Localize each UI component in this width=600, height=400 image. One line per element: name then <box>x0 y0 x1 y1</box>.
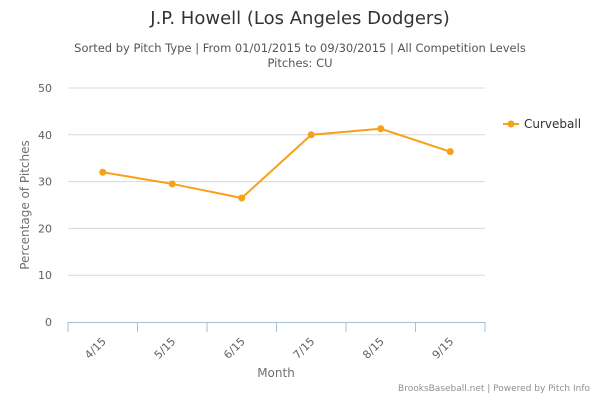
y-axis-ticks: 0 10 20 30 40 50 <box>38 82 52 329</box>
x-tick-label: 8/15 <box>360 335 387 362</box>
x-axis: 4/15 5/15 6/15 7/15 8/15 9/15 <box>67 322 486 362</box>
y-axis-title: Percentage of Pitches <box>18 140 32 270</box>
data-point <box>377 125 385 133</box>
y-tick-label: 10 <box>38 269 52 282</box>
data-point <box>238 194 246 202</box>
y-tick-label: 50 <box>38 82 52 95</box>
data-point <box>99 168 107 176</box>
gridlines <box>68 87 485 276</box>
credit-text: BrooksBaseball.net | Powered by Pitch In… <box>398 384 590 394</box>
y-tick-label: 20 <box>38 222 52 235</box>
chart-subtitle: Sorted by Pitch Type | From 01/01/2015 t… <box>0 41 600 71</box>
series-line <box>102 127 451 199</box>
y-tick-label: 40 <box>38 129 52 142</box>
x-tick-label: 9/15 <box>430 335 457 362</box>
x-tick-label: 4/15 <box>82 335 109 362</box>
data-point <box>307 131 315 139</box>
legend[interactable]: Curveball <box>503 117 581 131</box>
chart-title: J.P. Howell (Los Angeles Dodgers) <box>150 8 450 29</box>
series-curveball <box>99 125 454 202</box>
x-tick-label: 7/15 <box>291 335 318 362</box>
y-tick-label: 0 <box>45 316 52 329</box>
data-point <box>168 180 176 188</box>
y-tick-label: 30 <box>38 176 52 189</box>
x-tick-label: 5/15 <box>152 335 179 362</box>
x-axis-title: Month <box>257 366 295 380</box>
x-tick-label: 6/15 <box>221 335 248 362</box>
legend-marker-icon <box>507 120 515 128</box>
legend-item-label: Curveball <box>524 117 581 131</box>
subtitle-pitches: Pitches: CU <box>267 56 333 70</box>
subtitle-filters: Sorted by Pitch Type | From 01/01/2015 t… <box>74 41 526 55</box>
data-point <box>446 148 454 156</box>
